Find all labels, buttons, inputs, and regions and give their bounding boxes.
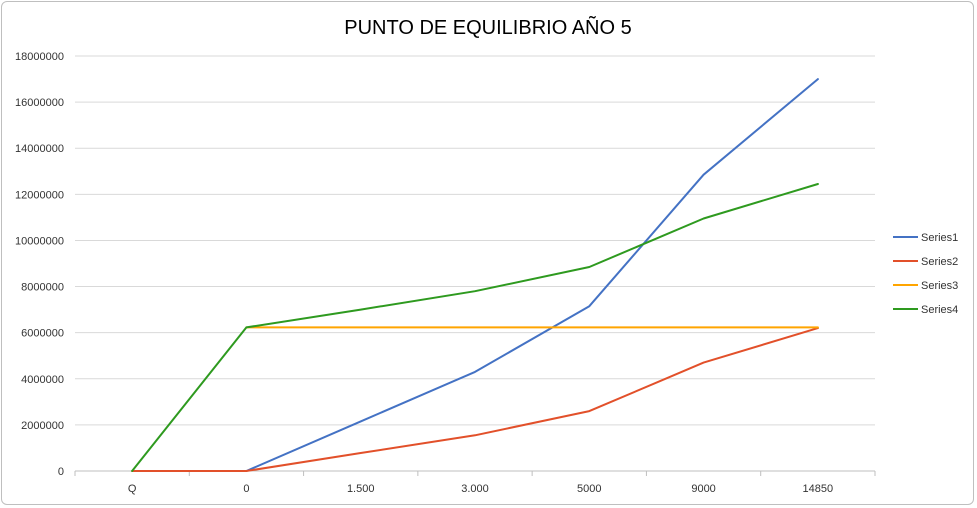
- x-tick-label: 5000: [577, 483, 601, 495]
- x-tick-label: 0: [243, 483, 249, 495]
- y-tick-label: 8000000: [21, 282, 64, 294]
- legend-label-4: Series4: [921, 304, 958, 316]
- x-axis: Q 0 1.500 3.000 5000 9000 14850: [74, 470, 876, 495]
- y-tick-label: 0: [58, 466, 64, 478]
- y-axis-ticks: 0 2000000 4000000 6000000 8000000 10000000 120…: [15, 51, 64, 478]
- legend-label-1: Series1: [921, 232, 958, 244]
- legend: Series1 Series2 Series3 Series4: [893, 232, 958, 316]
- y-tick-label: 12000000: [15, 189, 64, 201]
- gridlines: [75, 55, 875, 426]
- y-tick-label: 16000000: [15, 97, 64, 109]
- series-line-4: [131, 183, 819, 472]
- chart-title: PUNTO DE EQUILIBRIO AÑO 5: [344, 15, 631, 39]
- series-line-2: [131, 327, 819, 472]
- y-tick-label: 18000000: [15, 51, 64, 63]
- x-tick-label: Q: [128, 483, 137, 495]
- y-tick-label: 4000000: [21, 374, 64, 386]
- y-tick-label: 6000000: [21, 328, 64, 340]
- legend-label-2: Series2: [921, 256, 958, 268]
- y-tick-label: 2000000: [21, 420, 64, 432]
- x-tick-label: 14850: [803, 483, 834, 495]
- y-tick-label: 10000000: [15, 235, 64, 247]
- y-tick-label: 14000000: [15, 143, 64, 155]
- x-tick-label: 3.000: [461, 483, 489, 495]
- x-tick-label: 9000: [691, 483, 715, 495]
- x-tick-label: 1.500: [347, 483, 375, 495]
- series-line-1: [245, 78, 819, 472]
- series-lines: [131, 78, 819, 472]
- legend-label-3: Series3: [921, 280, 958, 292]
